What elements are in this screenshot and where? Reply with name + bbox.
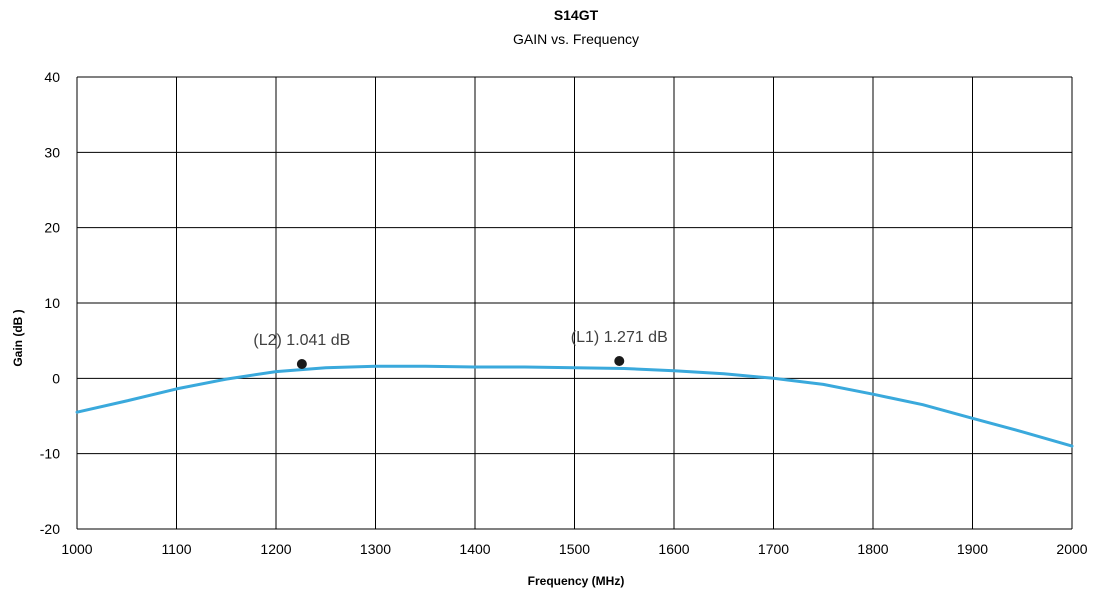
- y-tick-label: -10: [40, 446, 60, 462]
- y-tick-label: 10: [44, 295, 60, 311]
- y-tick-label: 30: [44, 144, 60, 160]
- x-axis-label: Frequency (MHz): [528, 574, 625, 588]
- gain-series-line: [75, 364, 1074, 448]
- x-tick-label: 1000: [61, 541, 92, 557]
- y-tick-label: 0: [52, 370, 60, 386]
- x-tick-label: 2000: [1056, 541, 1087, 557]
- x-tick-label: 1200: [260, 541, 291, 557]
- x-tick-label: 1800: [857, 541, 888, 557]
- x-tick-label: 1900: [957, 541, 988, 557]
- tick-labels: 1000 1100 1200 1300 1400 1500 1600 1700 1800 1900…: [40, 69, 1088, 557]
- marker-label: (L2) 1.041 dB: [253, 332, 350, 349]
- chart-title: S14GT: [554, 7, 599, 23]
- chart-subtitle: GAIN vs. Frequency: [513, 31, 639, 47]
- x-tick-label: 1700: [758, 541, 789, 557]
- y-tick-label: 20: [44, 220, 60, 236]
- y-axis-label: Gain (dB ): [11, 309, 25, 366]
- marker-layer: (L2) 1.041 dB (L1) 1.271 dB: [253, 329, 668, 370]
- x-tick-label: 1400: [459, 541, 490, 557]
- y-tick-label: 40: [44, 69, 60, 85]
- x-tick-label: 1600: [658, 541, 689, 557]
- x-tick-label: 1100: [161, 541, 191, 557]
- x-tick-label: 1300: [360, 541, 391, 557]
- series-layer: [75, 364, 1074, 448]
- x-tick-label: 1500: [559, 541, 590, 557]
- marker-point: [614, 356, 625, 367]
- marker-label: (L1) 1.271 dB: [571, 329, 668, 346]
- marker-point: [296, 359, 307, 370]
- y-tick-label: -20: [40, 521, 60, 537]
- grid-lines: [76, 76, 1073, 530]
